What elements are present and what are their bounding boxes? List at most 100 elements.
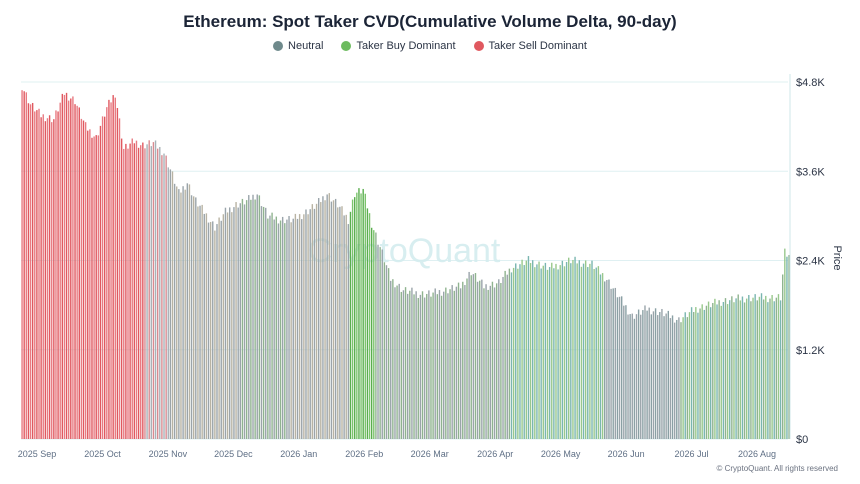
price-bar	[722, 301, 725, 439]
price-bar	[197, 206, 199, 439]
price-bar	[546, 269, 549, 439]
price-bar	[161, 155, 163, 439]
price-bar	[697, 312, 699, 439]
price-bar	[89, 129, 91, 440]
price-bar	[688, 312, 691, 439]
price-bar	[434, 288, 436, 439]
price-bar	[116, 107, 119, 440]
price-bar	[644, 305, 646, 439]
price-bar	[612, 288, 614, 439]
price-bar	[491, 281, 494, 439]
price-bar	[440, 295, 443, 439]
price-bar	[156, 148, 159, 439]
price-bar	[237, 207, 239, 439]
price-bar	[576, 263, 578, 439]
price-bar	[271, 212, 273, 439]
price-bar	[31, 102, 34, 439]
price-bar	[375, 232, 377, 439]
price-bar	[402, 290, 405, 439]
price-bar	[387, 268, 390, 439]
price-bar	[273, 219, 275, 439]
price-bar	[360, 193, 362, 439]
price-bar	[565, 261, 568, 439]
price-bar	[523, 265, 525, 439]
price-bar	[203, 213, 205, 439]
bar-series	[21, 90, 790, 440]
price-bar	[631, 313, 633, 439]
price-bar	[788, 255, 790, 439]
price-bar	[737, 294, 739, 439]
price-bar	[21, 90, 23, 440]
price-bar	[411, 287, 413, 439]
price-bar	[474, 273, 477, 439]
price-bar	[714, 298, 716, 439]
price-bar	[729, 300, 731, 439]
price-bar	[305, 209, 307, 439]
price-bar	[417, 297, 419, 439]
price-bar	[231, 212, 233, 439]
price-bar	[173, 183, 176, 439]
price-bar	[726, 304, 729, 439]
price-bar	[748, 295, 750, 439]
price-bar	[642, 310, 644, 439]
price-bar	[665, 313, 667, 439]
price-bar	[328, 193, 330, 439]
price-bar	[735, 298, 737, 439]
price-bar	[46, 118, 49, 439]
price-bar	[614, 287, 617, 439]
price-bar	[661, 308, 663, 439]
price-bar	[525, 260, 528, 439]
price-bar	[419, 294, 422, 439]
price-bar	[286, 219, 288, 439]
price-bar	[502, 276, 504, 439]
price-bar	[413, 294, 415, 439]
price-bar	[67, 100, 70, 439]
price-bar	[108, 99, 110, 439]
price-bar	[341, 206, 343, 439]
price-bar	[301, 219, 303, 439]
price-bar	[699, 308, 701, 439]
price-bar	[279, 220, 282, 439]
legend-item-taker-sell[interactable]: Taker Sell Dominant	[473, 40, 587, 52]
price-bar	[23, 91, 25, 439]
price-bar	[574, 256, 576, 439]
price-bar	[620, 296, 623, 439]
price-bar	[135, 140, 138, 439]
y-tick-label: $2.4K	[796, 256, 825, 268]
price-bar	[252, 194, 254, 439]
price-bar	[44, 121, 47, 440]
price-bar	[364, 193, 366, 439]
price-bar	[218, 217, 220, 439]
price-bar	[536, 264, 538, 439]
price-bar	[720, 305, 722, 439]
legend-item-neutral[interactable]: Neutral	[273, 40, 323, 52]
price-bar	[309, 209, 311, 439]
price-bar	[449, 289, 451, 439]
price-bar	[570, 263, 572, 439]
x-tick-label: 2025 Dec	[214, 449, 253, 459]
price-bar	[707, 301, 710, 439]
price-bar	[163, 153, 165, 440]
price-bar	[199, 205, 201, 439]
price-bar	[267, 218, 269, 439]
price-bar	[222, 214, 225, 439]
price-bar	[243, 204, 246, 439]
price-bar	[125, 143, 127, 439]
price-bar	[40, 117, 42, 439]
y-axis-label: Price	[831, 245, 843, 270]
price-bar	[779, 300, 782, 439]
price-bar	[487, 289, 489, 439]
price-bar	[500, 283, 502, 439]
price-bar	[635, 314, 638, 439]
price-bar	[241, 198, 244, 439]
price-bar	[695, 307, 697, 439]
y-tick-label: $1.2K	[796, 345, 825, 357]
price-bar	[582, 263, 585, 439]
price-bar	[95, 135, 97, 439]
price-bar	[390, 280, 392, 439]
legend-item-taker-buy[interactable]: Taker Buy Dominant	[341, 40, 456, 52]
price-bar	[423, 297, 426, 439]
price-bar	[544, 262, 547, 439]
price-bar	[784, 248, 786, 439]
price-bar	[553, 268, 555, 439]
